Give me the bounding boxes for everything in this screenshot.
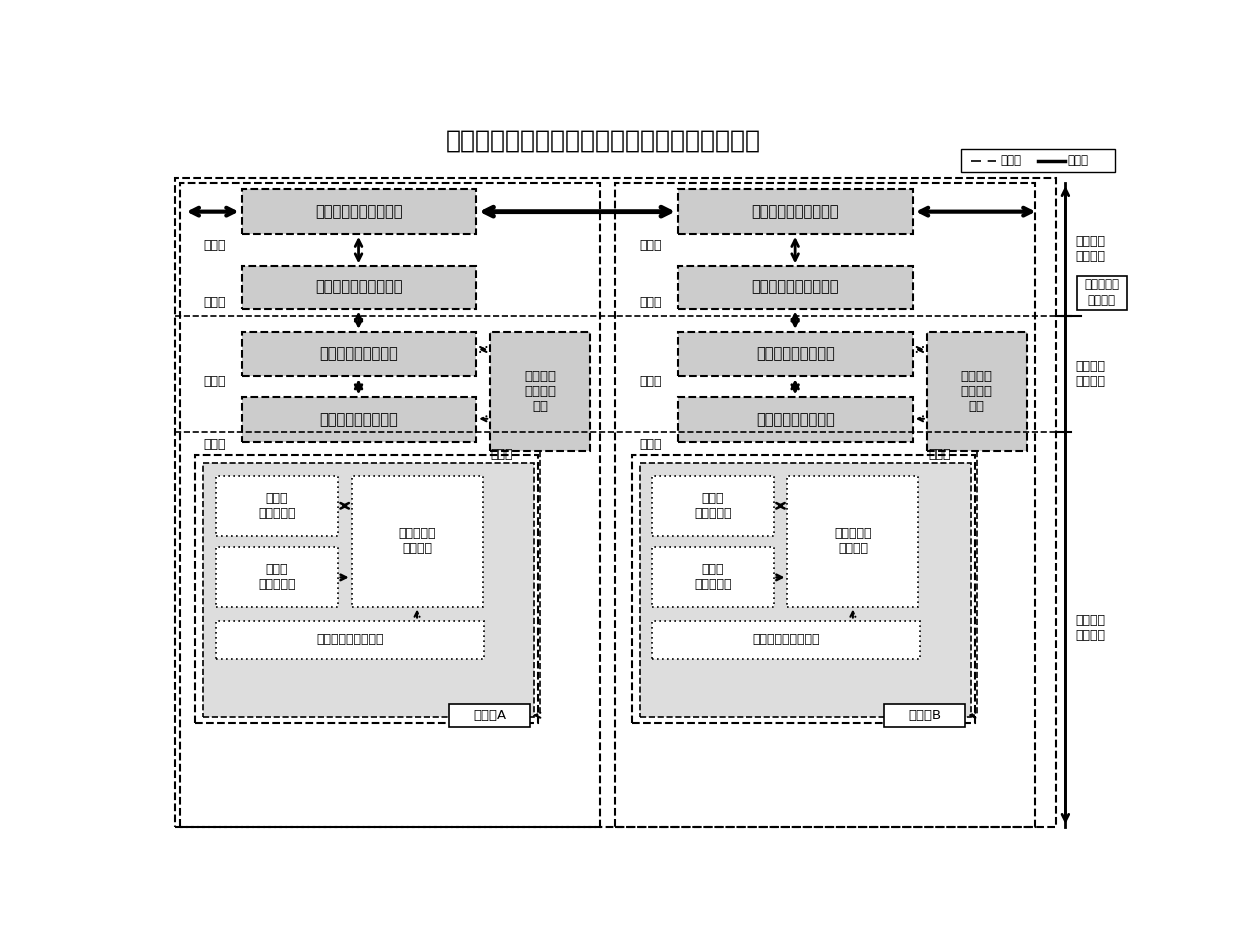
Text: 模块五: 模块五: [640, 438, 662, 451]
Text: 处理器运算
电路单元: 处理器运算 电路单元: [398, 527, 436, 555]
Text: 扩展寄存器电路模块: 扩展寄存器电路模块: [756, 346, 834, 361]
Text: 控制流: 控制流: [1000, 154, 1021, 168]
Bar: [678, 397, 913, 442]
Bar: [678, 189, 913, 234]
Bar: [217, 475, 338, 535]
Text: 处理器
数据存储器: 处理器 数据存储器: [258, 491, 296, 519]
Text: 模块四: 模块四: [929, 448, 951, 461]
Text: 处理器控制电路单元: 处理器控制电路单元: [752, 634, 820, 646]
Text: 处理器功能电路模块: 处理器功能电路模块: [756, 412, 834, 427]
Bar: [242, 267, 476, 309]
Text: 扩展寄存器电路模块: 扩展寄存器电路模块: [319, 346, 398, 361]
Bar: [640, 462, 970, 717]
Text: 处理器功能电路模块: 处理器功能电路模块: [319, 412, 398, 427]
Text: 模块三: 模块三: [203, 239, 226, 252]
Text: 处理器控制电路单元: 处理器控制电路单元: [316, 634, 384, 646]
Bar: [217, 548, 338, 607]
Text: 处理器运算
电路单元: 处理器运算 电路单元: [834, 527, 872, 555]
Bar: [180, 183, 600, 826]
Text: 处理器B: 处理器B: [908, 709, 941, 722]
Bar: [352, 475, 483, 607]
Bar: [242, 331, 476, 376]
Text: 模块三: 模块三: [640, 239, 662, 252]
Bar: [927, 331, 1027, 451]
Text: 模块四: 模块四: [490, 448, 513, 461]
Bar: [450, 704, 530, 726]
Bar: [1077, 275, 1126, 310]
Text: 数据链路
第二层次: 数据链路 第二层次: [1075, 360, 1105, 388]
Text: 数据链路
第三层次: 数据链路 第三层次: [1075, 235, 1105, 263]
Bar: [788, 475, 919, 607]
Bar: [631, 455, 974, 723]
Text: 处理器
数据存储器: 处理器 数据存储器: [694, 491, 732, 519]
Bar: [651, 621, 920, 659]
Text: 先入先出队列电路模块: 先入先出队列电路模块: [315, 280, 402, 295]
Bar: [203, 462, 534, 717]
Bar: [195, 455, 538, 723]
Text: 处理器
指令存储器: 处理器 指令存储器: [258, 563, 296, 592]
Text: 数据路由阵列电路模块: 数据路由阵列电路模块: [315, 204, 402, 219]
Bar: [651, 475, 774, 535]
Text: 一种新型多核处理器核间通信方法及其电路结构: 一种新型多核处理器核间通信方法及其电路结构: [446, 129, 761, 153]
Text: 模块五: 模块五: [203, 438, 226, 451]
Bar: [615, 183, 1034, 826]
Text: 先入先出队列电路模块: 先入先出队列电路模块: [751, 280, 839, 295]
Bar: [490, 331, 590, 451]
Text: 模块一: 模块一: [640, 375, 662, 388]
Text: 数据链路
第一层次: 数据链路 第一层次: [1075, 614, 1105, 642]
Bar: [242, 397, 476, 442]
Bar: [242, 189, 476, 234]
Bar: [651, 548, 774, 607]
Text: 处理器A: 处理器A: [472, 709, 507, 722]
Bar: [678, 331, 913, 376]
Text: 核间通信
控制电路
模块: 核间通信 控制电路 模块: [961, 371, 993, 414]
Bar: [678, 267, 913, 309]
Text: 模块一: 模块一: [203, 375, 226, 388]
Text: 数据流: 数据流: [1067, 154, 1089, 168]
Bar: [961, 149, 1115, 172]
Text: 处理器
指令存储器: 处理器 指令存储器: [694, 563, 732, 592]
Text: 模块二: 模块二: [640, 296, 662, 309]
Text: 数据路由阵列电路模块: 数据路由阵列电路模块: [751, 204, 839, 219]
Text: 多核处理器
互联网络: 多核处理器 互联网络: [1084, 279, 1119, 306]
Bar: [885, 704, 965, 726]
Text: 模块二: 模块二: [203, 296, 226, 309]
Bar: [217, 621, 484, 659]
Text: 核间通信
控制电路
模块: 核间通信 控制电路 模块: [524, 371, 556, 414]
